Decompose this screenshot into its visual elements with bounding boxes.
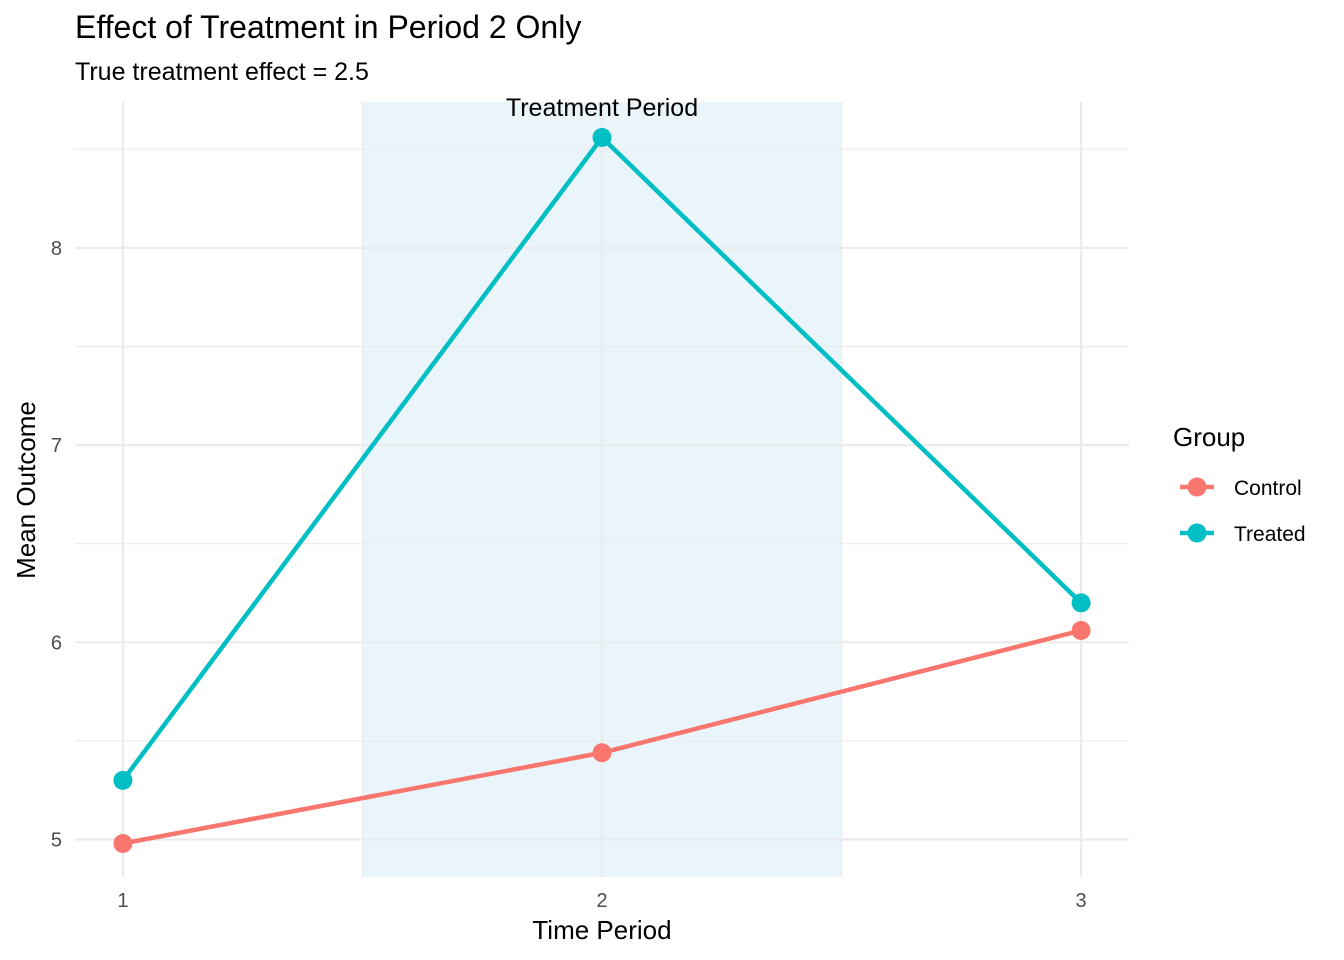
data-point-treated bbox=[592, 127, 612, 147]
series-control bbox=[113, 620, 1091, 853]
y-axis-ticks: 5 6 7 8 bbox=[51, 238, 62, 852]
y-tick-label: 8 bbox=[51, 238, 62, 260]
legend-item-treated: Treated bbox=[1180, 523, 1306, 546]
legend-key-point bbox=[1187, 523, 1207, 543]
legend: Group Control Treated bbox=[1173, 422, 1306, 546]
chart-title: Effect of Treatment in Period 2 Only bbox=[75, 9, 581, 45]
x-tick-label: 2 bbox=[596, 890, 607, 912]
y-tick-label: 7 bbox=[51, 435, 62, 457]
y-tick-label: 6 bbox=[51, 632, 62, 654]
y-tick-label: 5 bbox=[51, 830, 62, 852]
x-tick-label: 3 bbox=[1076, 890, 1087, 912]
data-point-control bbox=[1071, 620, 1091, 640]
plot-panel: Treatment Period bbox=[75, 94, 1129, 877]
legend-key-point bbox=[1187, 477, 1207, 497]
legend-items: Control Treated bbox=[1180, 477, 1306, 546]
legend-title: Group bbox=[1173, 422, 1245, 452]
series-treated bbox=[113, 127, 1091, 790]
x-axis-title: Time Period bbox=[532, 915, 671, 945]
legend-item-control: Control bbox=[1180, 477, 1302, 500]
series-layer bbox=[113, 127, 1091, 853]
x-axis-ticks: 1 2 3 bbox=[117, 890, 1086, 912]
legend-label: Control bbox=[1234, 477, 1302, 500]
legend-label: Treated bbox=[1234, 523, 1306, 546]
data-point-control bbox=[113, 833, 133, 853]
chart-subtitle: True treatment effect = 2.5 bbox=[75, 58, 369, 86]
data-point-control bbox=[592, 743, 612, 763]
y-axis-title: Mean Outcome bbox=[11, 401, 41, 579]
treatment-period-label: Treatment Period bbox=[506, 94, 698, 122]
data-point-treated bbox=[1071, 593, 1091, 613]
x-tick-label: 1 bbox=[117, 890, 128, 912]
data-point-treated bbox=[113, 770, 133, 790]
